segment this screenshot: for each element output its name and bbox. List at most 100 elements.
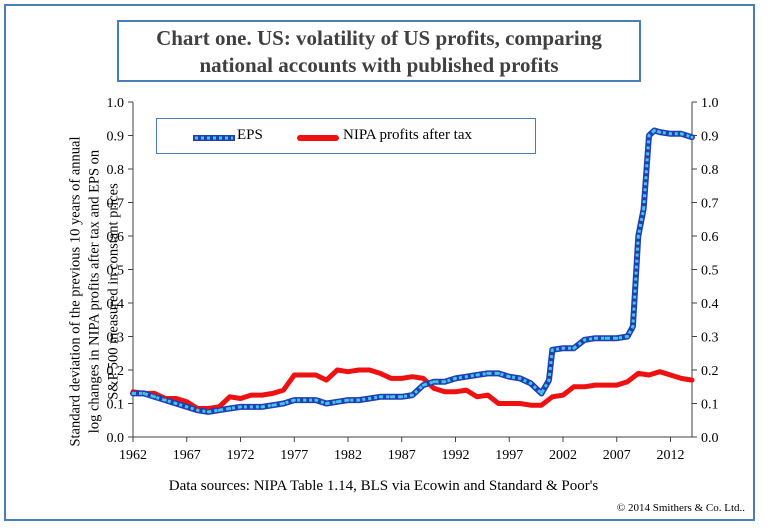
data-point-eps bbox=[325, 402, 328, 405]
data-point-eps bbox=[185, 405, 189, 409]
data-point-nipa bbox=[292, 373, 296, 377]
data-point-eps bbox=[303, 398, 307, 402]
data-point-eps bbox=[153, 395, 156, 399]
chart-title-line-1: Chart one. US: volatility of US profits,… bbox=[156, 26, 602, 50]
data-point-eps bbox=[572, 346, 576, 350]
data-point-eps bbox=[475, 373, 479, 377]
y-tick-label-left: 0.5 bbox=[107, 264, 125, 279]
data-point-eps bbox=[550, 348, 554, 352]
data-point-nipa bbox=[454, 390, 457, 394]
y-tick-label-right: 0.1 bbox=[701, 398, 719, 413]
chart-title: Chart one. US: volatility of US profits,… bbox=[117, 20, 641, 82]
data-point-nipa bbox=[217, 405, 221, 409]
y-tick-label-left: 0.8 bbox=[107, 163, 125, 178]
x-tick-label: 1972 bbox=[227, 448, 255, 463]
data-point-nipa bbox=[346, 370, 350, 374]
y-tick-label-left: 0.6 bbox=[107, 230, 125, 245]
data-point-nipa bbox=[540, 403, 543, 407]
data-point-eps bbox=[292, 398, 296, 402]
data-point-nipa bbox=[486, 393, 490, 397]
data-point-nipa bbox=[153, 391, 156, 395]
legend-eps-label: EPS bbox=[237, 127, 263, 143]
data-point-eps bbox=[400, 395, 404, 399]
data-point-nipa bbox=[206, 407, 210, 410]
data-point-nipa bbox=[174, 397, 178, 400]
data-point-eps bbox=[626, 335, 629, 338]
x-tick-label: 2007 bbox=[603, 448, 631, 463]
data-point-eps bbox=[529, 381, 533, 385]
data-point-nipa bbox=[626, 380, 629, 384]
data-point-eps bbox=[669, 132, 672, 136]
data-point-nipa bbox=[368, 368, 371, 372]
data-point-nipa bbox=[593, 383, 597, 387]
data-point-nipa bbox=[529, 403, 533, 407]
data-point-eps bbox=[282, 402, 285, 405]
data-point-nipa bbox=[421, 376, 425, 380]
data-point-eps bbox=[142, 391, 146, 395]
copyright-note: © 2014 Smithers & Co. Ltd.. bbox=[616, 502, 745, 514]
y-tick-label-left: 0.4 bbox=[107, 297, 125, 312]
y-axis-label-line-1: Standard deviation of the previous 10 ye… bbox=[67, 136, 84, 447]
y-tick-label-right: 0.0 bbox=[701, 431, 719, 446]
data-point-nipa bbox=[497, 402, 500, 405]
data-point-eps bbox=[583, 338, 586, 342]
data-point-nipa bbox=[378, 371, 382, 375]
data-point-eps bbox=[593, 336, 597, 340]
x-tick-label: 1977 bbox=[280, 448, 308, 463]
data-point-eps bbox=[411, 393, 414, 397]
data-point-nipa bbox=[282, 388, 285, 392]
data-point-nipa bbox=[314, 373, 318, 377]
data-point-eps bbox=[540, 391, 543, 395]
data-point-eps bbox=[368, 397, 371, 400]
data-point-nipa bbox=[389, 376, 393, 380]
series-group bbox=[130, 127, 695, 415]
y-tick-label-right: 0.4 bbox=[701, 297, 719, 312]
data-point-eps bbox=[357, 398, 361, 402]
data-point-eps bbox=[335, 400, 339, 404]
y-tick-label-right: 0.3 bbox=[701, 331, 719, 346]
data-point-eps bbox=[239, 405, 242, 409]
data-point-eps bbox=[249, 405, 253, 409]
data-point-nipa bbox=[260, 393, 264, 397]
y-tick-label-left: 0.3 bbox=[107, 331, 125, 346]
data-point-nipa bbox=[228, 395, 232, 399]
data-point-nipa bbox=[271, 391, 275, 395]
data-point-nipa bbox=[443, 390, 447, 394]
data-point-eps bbox=[497, 371, 500, 375]
y-axis-label-line-3: S&P 500 measured in constant prices bbox=[105, 183, 122, 400]
x-tick-label: 1997 bbox=[495, 448, 523, 463]
x-tick-label: 1962 bbox=[119, 448, 147, 463]
data-point-nipa bbox=[658, 370, 662, 374]
data-point-eps bbox=[615, 336, 619, 340]
y-tick-label-right: 0.8 bbox=[701, 163, 719, 178]
y-tick-label-right: 0.6 bbox=[701, 230, 719, 245]
data-point-eps bbox=[174, 402, 178, 405]
data-point-nipa bbox=[518, 402, 522, 405]
chart-title-line-2: national accounts with published profits bbox=[199, 53, 559, 77]
data-point-nipa bbox=[669, 373, 672, 377]
y-tick-label-left: 0.0 bbox=[107, 431, 125, 446]
data-point-eps bbox=[206, 410, 210, 414]
data-point-nipa bbox=[647, 373, 651, 377]
legend-nipa-swatch bbox=[297, 135, 339, 141]
data-point-eps bbox=[196, 408, 199, 412]
data-point-nipa bbox=[636, 371, 640, 375]
data-point-nipa bbox=[475, 395, 479, 399]
data-point-nipa bbox=[400, 376, 404, 380]
data-point-nipa bbox=[583, 385, 586, 389]
x-tick-label: 1967 bbox=[173, 448, 201, 463]
y-tick-label-right: 0.9 bbox=[701, 130, 719, 145]
data-point-eps bbox=[636, 234, 640, 238]
series-line-eps-markers bbox=[133, 129, 693, 414]
data-point-eps bbox=[631, 324, 635, 328]
data-point-nipa bbox=[550, 395, 554, 399]
data-point-eps bbox=[217, 408, 221, 412]
data-point-nipa bbox=[690, 378, 694, 382]
x-tick-label: 2002 bbox=[549, 448, 577, 463]
y-tick-label-right: 0.2 bbox=[701, 364, 719, 379]
data-point-eps bbox=[421, 383, 425, 387]
data-point-nipa bbox=[432, 386, 436, 390]
x-tick-label: 1982 bbox=[334, 448, 362, 463]
data-point-eps bbox=[518, 376, 522, 380]
